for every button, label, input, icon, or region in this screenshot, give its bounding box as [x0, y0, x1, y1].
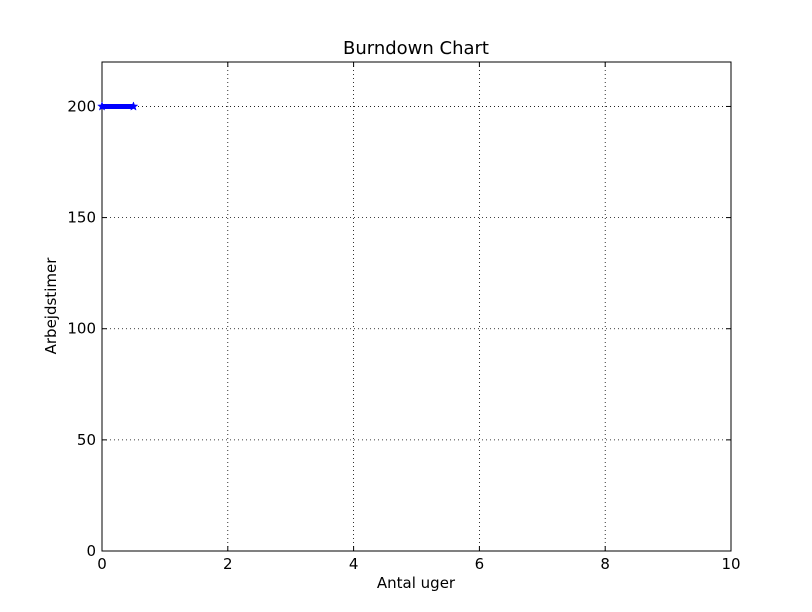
chart-title: Burndown Chart — [343, 38, 489, 59]
plot-area — [101, 61, 732, 552]
x-tick-label: 0 — [97, 555, 107, 573]
y-axis-label: Arbejdstimer — [42, 257, 60, 355]
series — [97, 101, 139, 111]
x-tick-label: 2 — [223, 555, 233, 573]
y-tick-label: 150 — [67, 209, 96, 227]
series-point-marker — [128, 101, 139, 111]
x-tick-label: 8 — [600, 555, 610, 573]
y-tick-label: 0 — [86, 542, 96, 560]
y-tick-label: 100 — [67, 320, 96, 338]
y-tick-label: 200 — [67, 97, 96, 115]
grid — [102, 62, 731, 551]
x-tick-label: 10 — [721, 555, 740, 573]
y-tick-label: 50 — [77, 431, 96, 449]
x-tick-label: 6 — [475, 555, 485, 573]
series-point-marker — [97, 101, 107, 111]
x-tick-label: 4 — [349, 555, 359, 573]
x-axis-label: Antal uger — [377, 574, 456, 592]
